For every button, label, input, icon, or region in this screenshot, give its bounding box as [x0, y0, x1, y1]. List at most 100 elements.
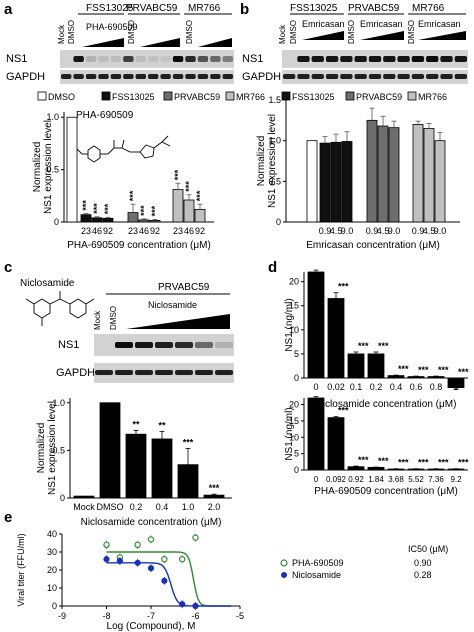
bar: [447, 468, 465, 471]
blot-b-drug-label-1: Emricasan: [302, 19, 345, 29]
y-tick-label: 20: [47, 565, 57, 575]
legend-series-name: Niclosamide: [292, 570, 341, 580]
x-tick-label: -7: [147, 611, 155, 621]
legend-swatch: [281, 91, 291, 101]
data-point: [147, 536, 155, 543]
y-tick-label: 0.5: [46, 165, 59, 175]
blot-b-group-3: MR766: [412, 3, 445, 14]
gapdh-band: [340, 74, 353, 79]
x-tick-label: -5: [236, 611, 244, 621]
legend-swatch: [345, 91, 355, 101]
data-point: [103, 556, 110, 563]
legend-label: PRVABC59: [356, 92, 402, 102]
gapdh-band: [210, 74, 221, 79]
bar: [330, 141, 342, 223]
bar: [91, 217, 103, 223]
blot-a-wedge-1: [82, 38, 124, 47]
y-tick-label: 0: [60, 493, 65, 503]
category-label: 23: [81, 226, 91, 236]
category-label: 46: [184, 226, 194, 236]
bar: [73, 495, 95, 499]
gapdh-band: [311, 74, 324, 79]
bar: [427, 468, 445, 471]
ns1-band: [325, 56, 339, 62]
blot-c-group: PRVABC59: [158, 282, 210, 293]
ns1-band: [85, 56, 97, 62]
ns1-band: [222, 56, 233, 62]
category-label: 0.092: [326, 475, 347, 484]
bar: [80, 214, 92, 223]
legend-label: MR766: [418, 92, 447, 102]
pha-690509-structure: [71, 135, 171, 163]
ns1-band: [454, 56, 467, 62]
y-tick-label: 0: [294, 373, 299, 383]
gapdh-band: [354, 74, 367, 79]
gapdh-band: [215, 370, 233, 375]
ns1-band: [135, 342, 153, 348]
legend-ic50-value: 0.90: [414, 558, 432, 568]
category-label: 9.0: [388, 226, 401, 236]
gapdh-band: [426, 74, 439, 79]
bar: [66, 116, 78, 223]
niclosamide-structure: [25, 291, 95, 326]
ns1-band: [148, 56, 159, 62]
significance-label: ***: [458, 458, 469, 468]
bar: [347, 466, 365, 471]
ns1-band: [354, 56, 367, 62]
y-tick-label: 15: [289, 301, 299, 311]
y-axis-label: Viral titer (FFU/ml): [16, 533, 26, 606]
data-point: [179, 601, 186, 608]
ns1-band: [340, 56, 353, 62]
blot-b-drug-label-2: Emricasan: [360, 19, 403, 29]
category-label: 4.5: [377, 226, 390, 236]
ns1-band: [215, 342, 233, 348]
blot-a-mock-label: Mock: [57, 24, 66, 44]
legend-label: MR766: [236, 92, 265, 102]
data-point: [161, 556, 168, 563]
blot-b-lane-dmso-2: DMSO: [347, 20, 356, 44]
legend-swatch: [407, 91, 417, 101]
bar: [319, 142, 331, 223]
bar: [388, 127, 400, 223]
legend-swatch: [163, 91, 173, 101]
significance-label: ***: [184, 181, 194, 192]
chart-d-niclosamide: 051015200***0.02***0.1***0.2***0.4***0.6…: [284, 269, 469, 410]
y-axis-label: Normalized: [36, 423, 47, 474]
ns1-band: [210, 56, 221, 62]
bar: [125, 433, 147, 499]
chart-c: 0 0.5 1.0 Mock DMSO ** 0.2 ** 0.4 *** 1.0 *** 2.0 Nic…: [36, 398, 232, 528]
gapdh-band: [440, 74, 453, 79]
panel-letter-b: b: [240, 1, 249, 18]
category-label: 0.02: [327, 382, 345, 392]
gapdh-band: [85, 74, 97, 79]
chart-d-pha-690509: 0 5 10 15 20 0 *** 0.092 *** 0.92 *** 1.84 *** 3.68 **…: [284, 396, 469, 497]
y-tick-label: 10: [289, 325, 299, 335]
category-label: Mock: [73, 502, 95, 512]
gapdh-band: [98, 74, 109, 79]
bar: [327, 417, 345, 471]
significance-label: ***: [378, 341, 389, 351]
y-tick-label: 0.5: [52, 445, 65, 455]
chart-b: 00.51.01.50.94.59.0 0.94.59.0 0.94.59.0Emr…: [256, 95, 460, 251]
significance-label: ***: [398, 364, 409, 374]
blot-a-lane-dmso-3: DMSO: [185, 20, 194, 44]
ns1-band: [440, 56, 453, 62]
gapdh-band: [222, 74, 233, 79]
y-tick-label: 1.0: [268, 136, 281, 146]
significance-label: ***: [378, 456, 389, 466]
data-point: [116, 557, 123, 565]
category-label: 0.6: [410, 382, 423, 392]
panel-letter-c: c: [4, 259, 12, 276]
panel-letter-a: a: [4, 1, 13, 18]
legend-label: DMSO: [48, 92, 75, 102]
significance-label: ***: [398, 458, 409, 468]
y-tick-label: 40: [47, 529, 57, 539]
ns1-band: [172, 56, 184, 62]
legend-series-name: PHA-690509: [292, 558, 344, 568]
significance-label: ***: [81, 200, 91, 211]
blot-c-compound-label: Niclosamide: [20, 278, 75, 289]
blot-b-row-gapdh: GAPDH: [242, 71, 281, 83]
gapdh-band: [73, 74, 84, 79]
bar: [434, 140, 446, 223]
ns1-band: [123, 56, 134, 62]
